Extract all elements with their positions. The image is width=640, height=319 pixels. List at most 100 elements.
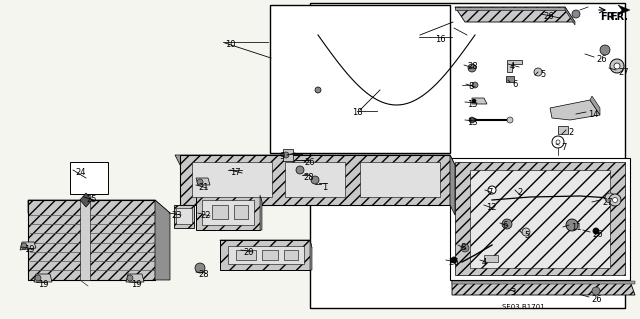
Bar xyxy=(176,208,192,224)
Bar xyxy=(202,200,254,225)
Circle shape xyxy=(552,136,564,148)
Circle shape xyxy=(472,99,476,103)
Text: 26: 26 xyxy=(592,230,603,239)
Circle shape xyxy=(593,228,599,234)
Polygon shape xyxy=(565,7,575,25)
Bar xyxy=(212,205,228,219)
Text: 3: 3 xyxy=(510,288,515,297)
Text: 15: 15 xyxy=(467,100,477,109)
Bar xyxy=(236,250,256,260)
Text: 2: 2 xyxy=(517,188,522,197)
Text: 4: 4 xyxy=(510,62,515,71)
Circle shape xyxy=(502,219,512,229)
Polygon shape xyxy=(310,240,312,270)
Circle shape xyxy=(610,59,624,73)
Bar xyxy=(284,250,298,260)
Circle shape xyxy=(507,117,513,123)
Circle shape xyxy=(472,82,478,88)
Bar xyxy=(283,149,293,161)
Text: 21: 21 xyxy=(198,183,209,192)
Polygon shape xyxy=(455,162,625,275)
Circle shape xyxy=(600,45,610,55)
Circle shape xyxy=(614,63,620,69)
Circle shape xyxy=(534,68,542,76)
Text: 28: 28 xyxy=(303,173,314,182)
Text: 26: 26 xyxy=(304,158,315,167)
Text: 11: 11 xyxy=(571,223,582,232)
Bar xyxy=(285,162,345,197)
Circle shape xyxy=(572,10,580,18)
Circle shape xyxy=(35,275,41,281)
Text: 23: 23 xyxy=(171,211,182,220)
Circle shape xyxy=(311,176,319,184)
Text: 18: 18 xyxy=(352,108,363,117)
Polygon shape xyxy=(260,195,262,230)
Text: 5: 5 xyxy=(524,231,529,240)
Polygon shape xyxy=(20,242,36,250)
Text: 24: 24 xyxy=(75,168,86,177)
Text: 6: 6 xyxy=(502,221,508,230)
Bar xyxy=(70,162,108,194)
Text: 26: 26 xyxy=(448,258,459,267)
Polygon shape xyxy=(28,200,170,213)
Circle shape xyxy=(461,244,469,252)
Bar xyxy=(558,126,568,134)
Text: 26: 26 xyxy=(543,12,554,21)
Polygon shape xyxy=(174,205,194,228)
Polygon shape xyxy=(455,7,565,10)
Text: 10: 10 xyxy=(225,40,236,49)
Circle shape xyxy=(468,64,476,72)
Polygon shape xyxy=(196,195,260,230)
Bar xyxy=(192,162,272,197)
Circle shape xyxy=(566,219,578,231)
Polygon shape xyxy=(196,195,262,202)
Text: 9: 9 xyxy=(280,152,285,161)
Text: 27: 27 xyxy=(602,198,612,207)
Text: FR.: FR. xyxy=(610,12,628,22)
Polygon shape xyxy=(220,240,310,270)
Bar xyxy=(80,200,90,280)
Text: 12: 12 xyxy=(486,203,497,212)
Polygon shape xyxy=(450,158,630,280)
Circle shape xyxy=(296,166,304,174)
Text: 20: 20 xyxy=(243,248,253,257)
Circle shape xyxy=(592,287,600,295)
Polygon shape xyxy=(196,178,210,185)
Circle shape xyxy=(283,152,289,158)
Bar xyxy=(234,205,248,219)
Text: 6: 6 xyxy=(512,80,517,89)
Polygon shape xyxy=(470,170,610,268)
Circle shape xyxy=(451,257,457,263)
Text: 5: 5 xyxy=(540,70,545,79)
Text: 22: 22 xyxy=(200,211,211,220)
Text: 27: 27 xyxy=(618,68,628,77)
Bar xyxy=(506,76,514,82)
Polygon shape xyxy=(80,193,92,207)
Text: 2: 2 xyxy=(568,128,573,137)
Bar xyxy=(228,246,304,264)
Circle shape xyxy=(522,228,530,236)
Circle shape xyxy=(612,197,618,203)
Text: 13: 13 xyxy=(467,118,477,127)
Polygon shape xyxy=(452,281,635,295)
Circle shape xyxy=(195,263,205,273)
Bar xyxy=(310,3,625,308)
Polygon shape xyxy=(455,7,575,22)
Text: 16: 16 xyxy=(435,35,445,44)
Text: 8: 8 xyxy=(468,82,474,91)
Circle shape xyxy=(21,243,27,249)
Polygon shape xyxy=(550,100,600,120)
Polygon shape xyxy=(450,155,455,215)
Circle shape xyxy=(197,179,203,185)
Text: 8: 8 xyxy=(460,243,465,252)
Polygon shape xyxy=(126,274,144,282)
Text: 19: 19 xyxy=(38,280,49,289)
Polygon shape xyxy=(34,274,52,282)
Bar xyxy=(270,5,450,153)
Circle shape xyxy=(469,117,475,123)
Text: 26: 26 xyxy=(591,295,602,304)
Circle shape xyxy=(315,87,321,93)
Polygon shape xyxy=(472,98,487,104)
Polygon shape xyxy=(220,240,312,248)
Circle shape xyxy=(127,275,133,281)
